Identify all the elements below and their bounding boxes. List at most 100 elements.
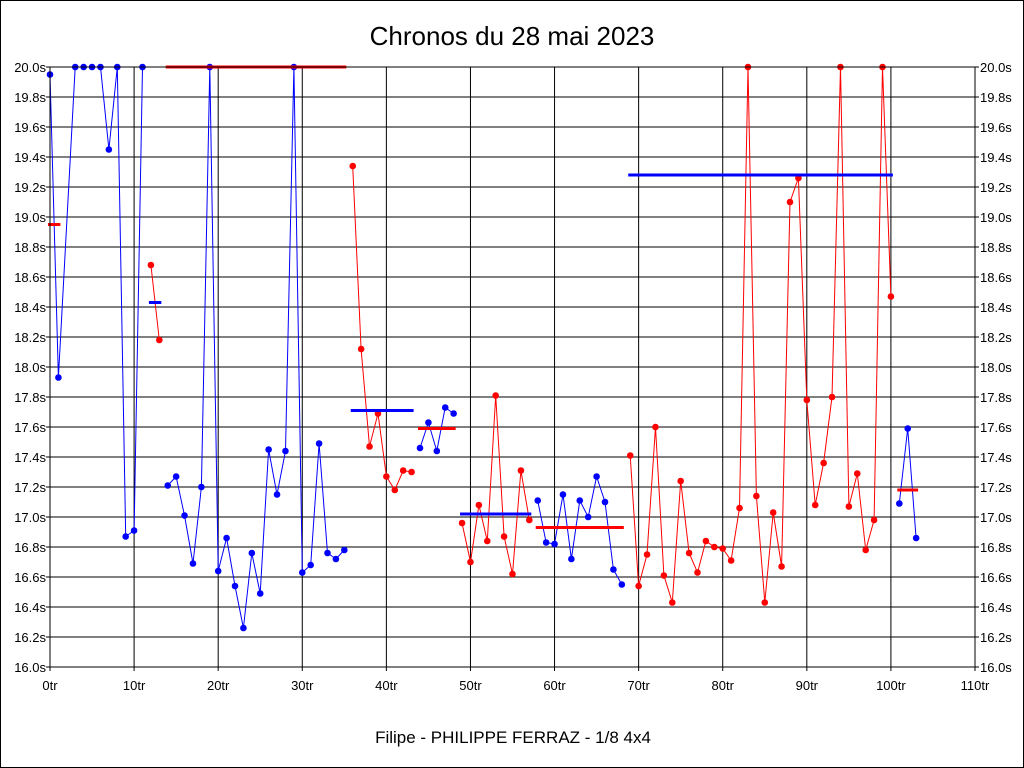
data-point-5-4 bbox=[492, 392, 499, 399]
data-point-6-7 bbox=[593, 473, 600, 480]
data-point-4-3 bbox=[441, 404, 449, 411]
data-point-5-1 bbox=[467, 558, 474, 566]
data-point-7-6 bbox=[677, 477, 684, 485]
data-point-3-7 bbox=[408, 468, 415, 476]
data-point-6-0 bbox=[534, 497, 542, 504]
series-segment-7 bbox=[626, 63, 895, 606]
y-tick-label-left-17: 19.4s bbox=[14, 150, 46, 165]
x-tick-label-10: 100tr bbox=[876, 678, 906, 693]
y-tick-label-right-8: 17.6s bbox=[980, 420, 1012, 435]
data-point-2-19 bbox=[324, 549, 331, 557]
data-point-8-0 bbox=[896, 500, 903, 507]
data-point-6-10 bbox=[618, 581, 626, 588]
data-point-2-14 bbox=[282, 447, 289, 455]
y-tick-label-right-17: 19.4s bbox=[980, 150, 1012, 165]
data-point-6-4 bbox=[568, 555, 575, 563]
data-point-2-16 bbox=[298, 569, 306, 576]
data-point-4-0 bbox=[416, 444, 424, 452]
data-point-2-1 bbox=[172, 473, 180, 480]
data-point-7-28 bbox=[862, 546, 869, 554]
data-point-0-1 bbox=[55, 374, 62, 381]
data-point-4-4 bbox=[450, 410, 457, 417]
y-tick-label-right-11: 18.2s bbox=[980, 330, 1012, 345]
x-tick-label-3: 30tr bbox=[291, 678, 314, 693]
data-point-7-31 bbox=[887, 293, 895, 300]
data-point-5-6 bbox=[509, 570, 516, 578]
data-point-0-6 bbox=[105, 146, 113, 153]
y-tick-label-right-1: 16.2s bbox=[980, 630, 1012, 645]
data-point-7-24 bbox=[828, 393, 836, 401]
y-tick-label-right-15: 19.0s bbox=[980, 210, 1012, 225]
data-point-4-2 bbox=[433, 447, 441, 455]
y-tick-label-left-9: 17.8s bbox=[14, 390, 46, 405]
y-axis-left: 16.0s 16.2s 16.4s 16.6s 16.8s 17.0s 17.2s 17.4s… bbox=[14, 60, 50, 675]
x-tick-label-4: 40tr bbox=[375, 678, 398, 693]
series-segment-2 bbox=[164, 63, 348, 632]
y-axis-right: 16.0s 16.2s 16.4s 16.6s 16.8s 17.0s 17.2s 17.4s… bbox=[975, 60, 1012, 675]
data-point-7-8 bbox=[694, 569, 701, 576]
y-tick-label-right-12: 18.4s bbox=[980, 300, 1012, 315]
data-point-7-23 bbox=[820, 459, 827, 467]
y-tick-label-right-6: 17.2s bbox=[980, 480, 1012, 495]
data-point-7-17 bbox=[769, 509, 777, 516]
data-point-7-12 bbox=[727, 557, 735, 564]
data-point-3-2 bbox=[366, 443, 373, 450]
x-tick-label-0: 0tr bbox=[42, 678, 58, 693]
series-layer bbox=[46, 63, 920, 632]
data-point-6-9 bbox=[610, 566, 617, 573]
data-point-6-5 bbox=[576, 497, 584, 504]
data-point-3-5 bbox=[391, 486, 399, 494]
y-tick-label-left-16: 19.2s bbox=[14, 180, 46, 195]
data-point-2-17 bbox=[307, 561, 314, 569]
series-line-3 bbox=[352, 165, 412, 492]
data-point-1-1 bbox=[156, 336, 163, 344]
data-point-2-7 bbox=[223, 534, 230, 542]
data-point-5-2 bbox=[475, 501, 483, 509]
data-point-7-7 bbox=[685, 549, 693, 557]
y-tick-label-left-14: 18.8s bbox=[14, 240, 46, 255]
y-tick-label-right-18: 19.6s bbox=[980, 120, 1012, 135]
y-tick-label-right-9: 17.8s bbox=[980, 390, 1012, 405]
data-point-7-18 bbox=[778, 563, 785, 570]
data-point-3-0 bbox=[349, 162, 357, 170]
y-tick-label-left-11: 18.2s bbox=[14, 330, 46, 345]
data-point-6-6 bbox=[584, 513, 592, 521]
data-point-8-2 bbox=[912, 534, 920, 542]
series-line-2 bbox=[167, 66, 345, 629]
y-tick-label-right-10: 18.0s bbox=[980, 360, 1012, 375]
data-point-2-13 bbox=[273, 491, 281, 498]
data-point-2-9 bbox=[240, 624, 247, 632]
data-point-6-2 bbox=[551, 540, 558, 548]
data-point-2-21 bbox=[341, 546, 348, 554]
x-axis: 0tr 10tr 20tr 30tr 40tr 50tr 60tr 70tr 80tr 90tr 1… bbox=[42, 667, 990, 693]
y-tick-label-right-0: 16.0s bbox=[980, 660, 1012, 675]
x-tick-label-5: 50tr bbox=[459, 678, 482, 693]
y-tick-label-left-20: 20.0s bbox=[14, 60, 46, 75]
series-segment-4 bbox=[416, 404, 457, 455]
data-point-7-5 bbox=[668, 599, 676, 606]
series-line-8 bbox=[898, 428, 917, 539]
data-point-7-22 bbox=[811, 501, 819, 509]
series-line-7 bbox=[629, 66, 892, 603]
x-tick-label-9: 90tr bbox=[796, 678, 819, 693]
x-tick-label-7: 70tr bbox=[627, 678, 650, 693]
data-point-5-8 bbox=[526, 516, 533, 524]
x-tick-label-6: 60tr bbox=[543, 678, 566, 693]
data-point-7-19 bbox=[786, 198, 794, 206]
y-tick-label-left-6: 17.2s bbox=[14, 480, 46, 495]
data-point-2-8 bbox=[231, 582, 239, 590]
y-tick-label-left-2: 16.4s bbox=[14, 600, 46, 615]
data-point-7-0 bbox=[626, 452, 634, 459]
data-point-5-3 bbox=[483, 537, 491, 545]
data-point-2-0 bbox=[164, 482, 172, 489]
data-point-2-11 bbox=[256, 590, 264, 597]
data-point-0-8 bbox=[122, 533, 129, 540]
data-point-7-4 bbox=[660, 572, 668, 579]
series-line-0 bbox=[49, 66, 143, 538]
data-point-2-4 bbox=[198, 483, 205, 491]
x-tick-label-11: 110tr bbox=[961, 678, 990, 693]
data-point-6-1 bbox=[542, 539, 550, 546]
y-tick-label-left-7: 17.4s bbox=[14, 450, 46, 465]
data-point-7-2 bbox=[643, 551, 651, 558]
